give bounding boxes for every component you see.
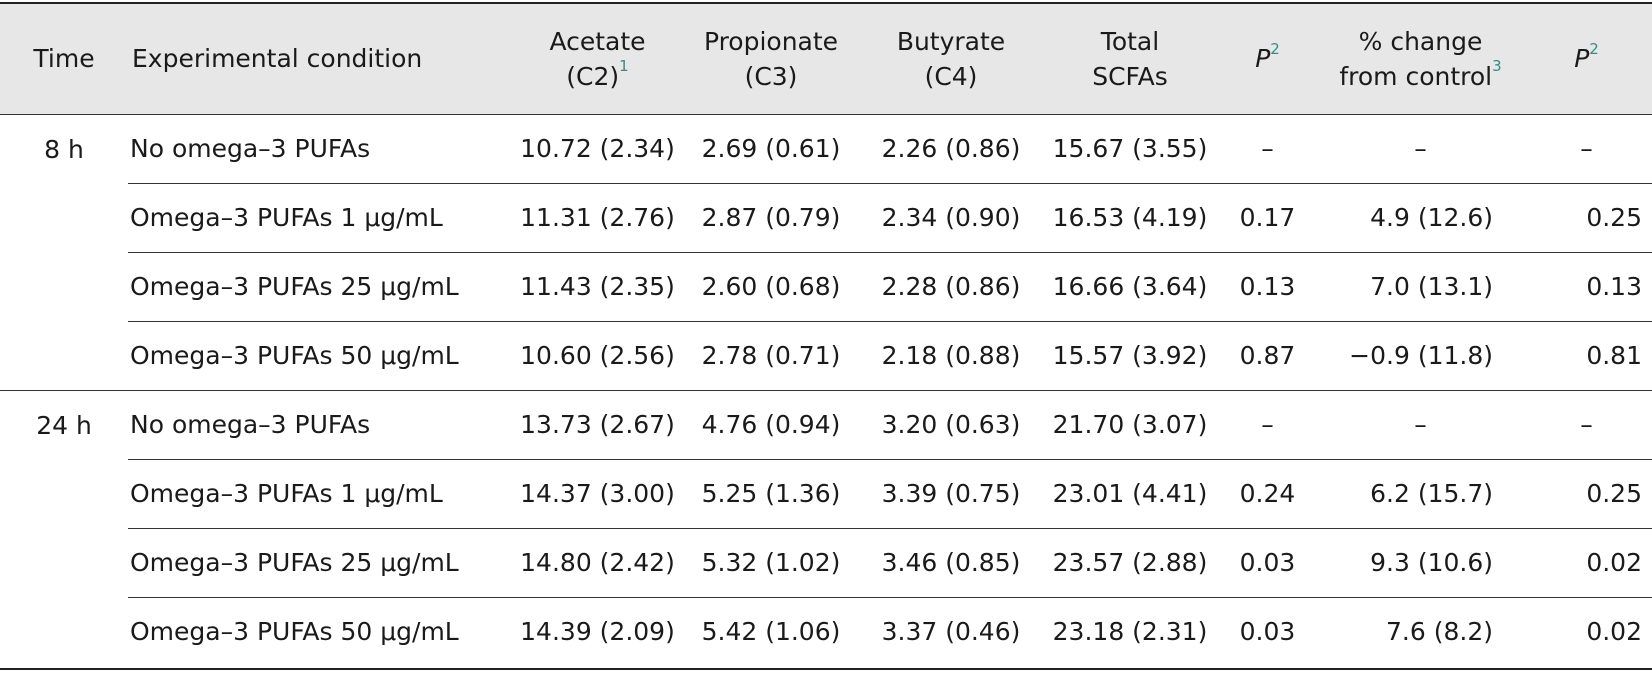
propionate-cell: 5.42 (1.06) [685, 596, 857, 666]
condition-cell: No omega–3 PUFAs [128, 113, 510, 183]
p2-cell: – [1521, 113, 1652, 183]
p2-cell: 0.25 [1521, 458, 1652, 528]
total-cell: 23.57 (2.88) [1045, 527, 1215, 597]
condition-cell: Omega–3 PUFAs 50 μg/mL [128, 596, 510, 666]
header-time: Time [33, 44, 95, 74]
propionate-cell: 5.25 (1.36) [685, 458, 857, 528]
p2-cell: 0.81 [1521, 320, 1652, 390]
butyrate-cell: 3.39 (0.75) [857, 458, 1045, 528]
condition-cell: Omega–3 PUFAs 50 μg/mL [128, 320, 510, 390]
total-cell: 21.70 (3.07) [1045, 389, 1215, 459]
pct-cell: 4.9 (12.6) [1320, 182, 1521, 252]
p-cell: 0.17 [1215, 182, 1320, 252]
p-cell: 0.13 [1215, 251, 1320, 321]
header-condition: Experimental condition [132, 44, 423, 74]
table-row: Omega–3 PUFAs 50 μg/mL 10.60 (2.56) 2.78… [0, 320, 1652, 390]
butyrate-cell: 2.28 (0.86) [857, 251, 1045, 321]
acetate-cell: 13.73 (2.67) [510, 389, 685, 459]
pct-cell: – [1320, 389, 1521, 459]
header-propionate: Propionate (C3) [703, 26, 839, 91]
propionate-cell: 2.69 (0.61) [685, 113, 857, 183]
footnote-2b[interactable]: 2 [1589, 39, 1599, 58]
acetate-cell: 10.72 (2.34) [510, 113, 685, 183]
acetate-cell: 11.31 (2.76) [510, 182, 685, 252]
total-cell: 15.57 (3.92) [1045, 320, 1215, 390]
p-cell: – [1215, 389, 1320, 459]
propionate-cell: 5.32 (1.02) [685, 527, 857, 597]
condition-cell: Omega–3 PUFAs 25 μg/mL [128, 527, 510, 597]
propionate-cell: 4.76 (0.94) [685, 389, 857, 459]
total-cell: 16.53 (4.19) [1045, 182, 1215, 252]
top-rule [0, 2, 1652, 4]
header-p2: P2 [1574, 39, 1599, 74]
propionate-cell: 2.87 (0.79) [685, 182, 857, 252]
total-cell: 15.67 (3.55) [1045, 113, 1215, 183]
footnote-3[interactable]: 3 [1492, 57, 1502, 76]
header-total: Total SCFAs [1092, 26, 1168, 91]
total-cell: 16.66 (3.64) [1045, 251, 1215, 321]
header-p: P2 [1255, 39, 1280, 74]
propionate-cell: 2.60 (0.68) [685, 251, 857, 321]
table-row: Omega–3 PUFAs 1 μg/mL 11.31 (2.76) 2.87 … [0, 182, 1652, 252]
footnote-2[interactable]: 2 [1270, 39, 1280, 58]
p-cell: 0.87 [1215, 320, 1320, 390]
butyrate-cell: 2.18 (0.88) [857, 320, 1045, 390]
pct-cell: −0.9 (11.8) [1320, 320, 1521, 390]
pct-cell: – [1320, 113, 1521, 183]
header-butyrate: Butyrate (C4) [896, 26, 1006, 91]
p2-cell: 0.02 [1521, 596, 1652, 666]
acetate-cell: 11.43 (2.35) [510, 251, 685, 321]
time-cell-8h: 8 h [0, 113, 128, 390]
butyrate-cell: 3.46 (0.85) [857, 527, 1045, 597]
p-cell: 0.03 [1215, 596, 1320, 666]
p2-cell: 0.02 [1521, 527, 1652, 597]
condition-cell: Omega–3 PUFAs 1 μg/mL [128, 458, 510, 528]
time-cell-24h: 24 h [0, 389, 128, 666]
header-acetate: Acetate (C2)1 [549, 26, 646, 91]
p2-cell: – [1521, 389, 1652, 459]
p-cell: 0.03 [1215, 527, 1320, 597]
condition-cell: Omega–3 PUFAs 25 μg/mL [128, 251, 510, 321]
butyrate-cell: 3.37 (0.46) [857, 596, 1045, 666]
butyrate-cell: 2.26 (0.86) [857, 113, 1045, 183]
scfa-table: Time Experimental condition Acetate (C2)1… [0, 4, 1652, 666]
acetate-cell: 10.60 (2.56) [510, 320, 685, 390]
propionate-cell: 2.78 (0.71) [685, 320, 857, 390]
table-row: Omega–3 PUFAs 25 μg/mL 11.43 (2.35) 2.60… [0, 251, 1652, 321]
p-cell: – [1215, 113, 1320, 183]
total-cell: 23.18 (2.31) [1045, 596, 1215, 666]
condition-cell: Omega–3 PUFAs 1 μg/mL [128, 182, 510, 252]
p2-cell: 0.13 [1521, 251, 1652, 321]
table-row: 8 h No omega–3 PUFAs 10.72 (2.34) 2.69 (… [0, 113, 1652, 390]
total-cell: 23.01 (4.41) [1045, 458, 1215, 528]
header-pct-change: % change from control3 [1339, 26, 1502, 91]
p2-cell: 0.25 [1521, 182, 1652, 252]
footnote-1[interactable]: 1 [619, 57, 629, 76]
bottom-rule [0, 668, 1652, 670]
table-row: 24 h No omega–3 PUFAs 13.73 (2.67) 4.76 … [0, 389, 1652, 666]
pct-cell: 7.0 (13.1) [1320, 251, 1521, 321]
acetate-cell: 14.80 (2.42) [510, 527, 685, 597]
table-row: Omega–3 PUFAs 50 μg/mL 14.39 (2.09) 5.42… [0, 596, 1652, 666]
table-row: Omega–3 PUFAs 25 μg/mL 14.80 (2.42) 5.32… [0, 527, 1652, 597]
condition-cell: No omega–3 PUFAs [128, 389, 510, 459]
pct-cell: 6.2 (15.7) [1320, 458, 1521, 528]
pct-cell: 7.6 (8.2) [1320, 596, 1521, 666]
table-row: Omega–3 PUFAs 1 μg/mL 14.37 (3.00) 5.25 … [0, 458, 1652, 528]
header-row: Time Experimental condition Acetate (C2)1… [0, 4, 1652, 114]
butyrate-cell: 2.34 (0.90) [857, 182, 1045, 252]
butyrate-cell: 3.20 (0.63) [857, 389, 1045, 459]
p-cell: 0.24 [1215, 458, 1320, 528]
acetate-cell: 14.37 (3.00) [510, 458, 685, 528]
pct-cell: 9.3 (10.6) [1320, 527, 1521, 597]
acetate-cell: 14.39 (2.09) [510, 596, 685, 666]
